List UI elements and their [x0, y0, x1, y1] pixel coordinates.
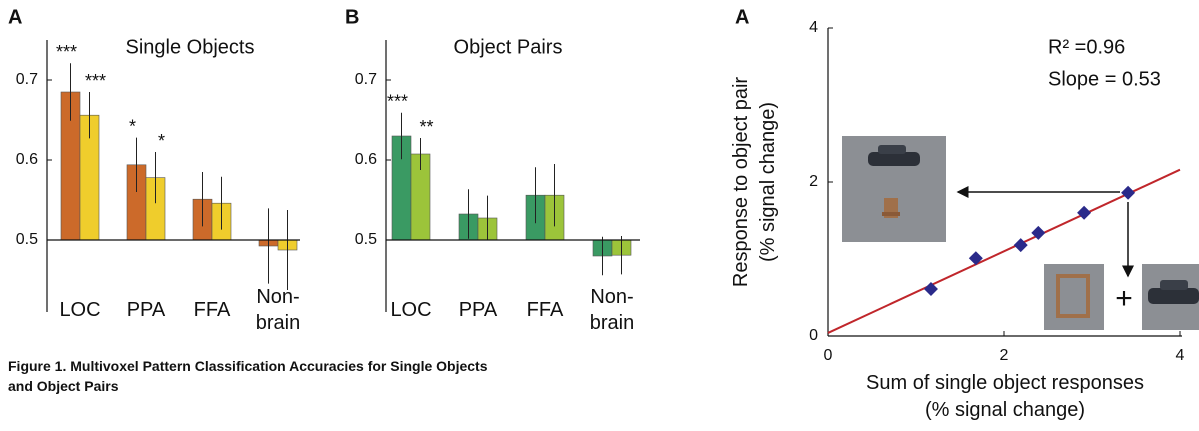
- panel-letter: A: [8, 6, 22, 28]
- y-tick-label: 0.6: [355, 151, 377, 168]
- significance-label: ***: [85, 71, 106, 91]
- panel-letter: A: [735, 6, 749, 28]
- y-tick-label: 0.7: [16, 71, 38, 88]
- significance-label: ***: [56, 42, 77, 62]
- x-tick-label: 4: [1176, 347, 1185, 364]
- significance-label: **: [419, 117, 433, 137]
- x-tick-label: 0: [824, 347, 833, 364]
- plus-sign: +: [1115, 282, 1133, 315]
- y-tick-label: 0: [809, 327, 818, 344]
- y-tick-label: 2: [809, 173, 818, 190]
- chart-title: Object Pairs: [454, 36, 563, 58]
- figure: ASingle Objects0.50.60.7********BObject …: [0, 0, 1199, 431]
- chart-title: Single Objects: [126, 36, 255, 58]
- y-tick-label: 0.5: [16, 231, 38, 248]
- photo-pair: [842, 136, 946, 242]
- point: [1077, 206, 1091, 220]
- point: [1121, 186, 1135, 200]
- caption: Figure 1. Multivoxel Pattern Classificat…: [8, 356, 708, 396]
- y-tick-label: 0.5: [355, 231, 377, 248]
- panel-letter: B: [345, 6, 359, 28]
- x-tick-label: Non- brain: [572, 282, 652, 338]
- significance-label: ***: [387, 92, 408, 112]
- photo-chair: [1044, 264, 1104, 330]
- significance-label: *: [158, 131, 165, 151]
- annotation: R² =0.96: [1048, 36, 1125, 58]
- x-axis-label: Sum of single object responses (% signal…: [855, 370, 1155, 424]
- x-tick-label: 2: [1000, 347, 1009, 364]
- significance-label: *: [129, 116, 136, 136]
- y-tick-label: 0.7: [355, 71, 377, 88]
- y-axis-label: Response to object pair (% signal change…: [728, 32, 782, 332]
- y-tick-label: 0.6: [16, 151, 38, 168]
- point: [924, 282, 938, 296]
- annotation: Slope = 0.53: [1048, 68, 1161, 90]
- y-tick-label: 4: [809, 19, 818, 36]
- photo-car: [1142, 264, 1199, 330]
- x-tick-label: Non- brain: [238, 282, 318, 338]
